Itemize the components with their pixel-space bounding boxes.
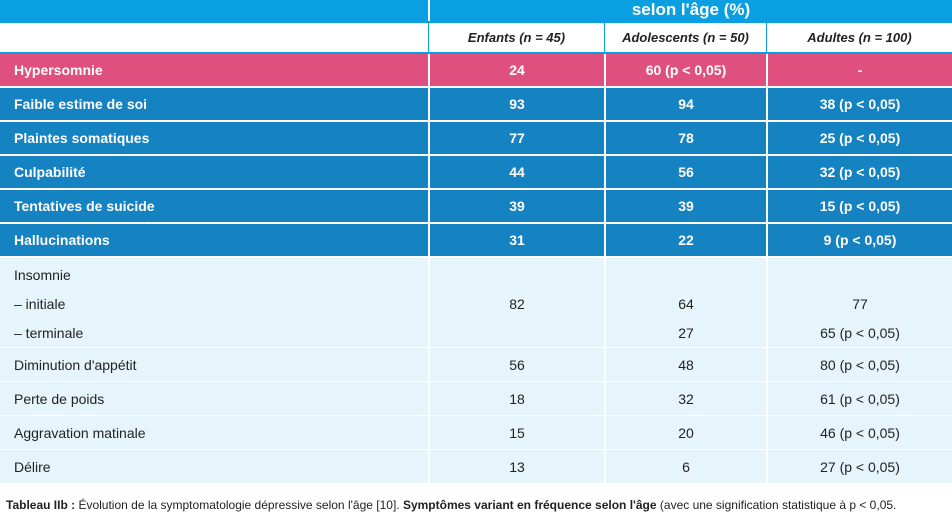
table-row-appetit: Diminution d'appétit 56 48 80 (p < 0,05) — [0, 348, 952, 382]
cell-adultes: 27 (p < 0,05) — [766, 450, 952, 483]
table-row-hallucinations: Hallucinations 31 22 9 (p < 0,05) — [0, 224, 952, 258]
group-header: selon l'âge (%) — [428, 0, 952, 21]
row-label: Délire — [14, 458, 51, 475]
cell-enfants-value: 82 — [509, 296, 525, 312]
cell-adultes: 80 (p < 0,05) — [766, 348, 952, 381]
cell-adolescents: 32 — [604, 382, 766, 415]
cell-adolescents: 22 — [604, 224, 766, 256]
row-label: Plaintes somatiques — [14, 130, 150, 146]
cell-adolescents: 6 — [604, 450, 766, 483]
cell-enfants: 31 — [428, 224, 604, 256]
cell-enfants: 44 — [428, 156, 604, 188]
table-row-delire: Délire 13 6 27 (p < 0,05) — [0, 450, 952, 484]
cell-adultes-terminal: 65 (p < 0,05) — [820, 325, 900, 341]
cell-adolescents: 39 — [604, 190, 766, 222]
row-label: Faible estime de soi — [14, 96, 148, 112]
cell-adultes: 32 (p < 0,05) — [766, 156, 952, 188]
cell-enfants: 82 — [428, 258, 604, 347]
row-label: Tentatives de suicide — [14, 198, 155, 214]
cell-adultes: 38 (p < 0,05) — [766, 88, 952, 120]
cell-enfants: 13 — [428, 450, 604, 483]
cell-adultes: 9 (p < 0,05) — [766, 224, 952, 256]
cell-adultes: 77 65 (p < 0,05) — [766, 258, 952, 347]
table-row-hypersomnie: Hypersomnie 24 60 (p < 0,05) - — [0, 54, 952, 88]
row-label: Insomnie — [14, 267, 71, 283]
cell-adultes: - — [766, 54, 952, 86]
caption-text: Évolution de la symptomatologie dépressi… — [75, 498, 403, 512]
cell-adolescents: 48 — [604, 348, 766, 381]
cell-adolescents: 94 — [604, 88, 766, 120]
row-label-group: Insomnie – initiale – terminale — [0, 258, 428, 347]
cell-enfants: 77 — [428, 122, 604, 154]
cell-enfants: 18 — [428, 382, 604, 415]
cell-adolescents: 60 (p < 0,05) — [604, 54, 766, 86]
cell-enfants: 39 — [428, 190, 604, 222]
cell-adolescents-terminal: 27 — [678, 325, 694, 341]
cell-adolescents-initial: 64 — [678, 296, 694, 312]
row-label: Culpabilité — [14, 164, 86, 180]
caption-bold: Symptômes variant en fréquence selon l'â… — [402, 498, 657, 512]
column-header-row: Enfants (n = 45) Adolescents (n = 50) Ad… — [0, 21, 952, 54]
column-header-empty — [0, 23, 428, 52]
row-label: Diminution d'appétit — [14, 356, 137, 373]
table-row-poids: Perte de poids 18 32 61 (p < 0,05) — [0, 382, 952, 416]
caption-text-end: (avec une signification statistique à p … — [656, 498, 897, 512]
row-label: Hallucinations — [14, 232, 110, 248]
table-caption: Tableau IIb : Évolution de la symptomato… — [6, 498, 896, 512]
cell-adolescents: 78 — [604, 122, 766, 154]
column-header-enfants: Enfants (n = 45) — [428, 23, 604, 52]
table-row-aggravation: Aggravation matinale 15 20 46 (p < 0,05) — [0, 416, 952, 450]
row-label: Perte de poids — [14, 390, 105, 407]
table-row-insomnie: Insomnie – initiale – terminale 82 64 27… — [0, 258, 952, 348]
column-header-adolescents: Adolescents (n = 50) — [604, 23, 766, 52]
table-row-plaintes: Plaintes somatiques 77 78 25 (p < 0,05) — [0, 122, 952, 156]
table-row-estime: Faible estime de soi 93 94 38 (p < 0,05) — [0, 88, 952, 122]
caption-label: Tableau IIb : — [6, 498, 76, 512]
cell-enfants: 15 — [428, 416, 604, 449]
symptom-table: selon l'âge (%) Enfants (n = 45) Adolesc… — [0, 0, 952, 484]
row-label: Hypersomnie — [14, 62, 103, 78]
table-row-culpabilite: Culpabilité 44 56 32 (p < 0,05) — [0, 156, 952, 190]
cell-enfants: 24 — [428, 54, 604, 86]
column-header-adultes: Adultes (n = 100) — [766, 23, 952, 52]
row-label: Aggravation matinale — [14, 424, 146, 441]
group-header-row: selon l'âge (%) — [0, 0, 952, 21]
cell-adolescents: 64 27 — [604, 258, 766, 347]
group-header-empty — [0, 0, 428, 21]
cell-adolescents: 56 — [604, 156, 766, 188]
cell-adultes: 25 (p < 0,05) — [766, 122, 952, 154]
row-sublabel-terminale: – terminale — [14, 325, 84, 341]
cell-adolescents: 20 — [604, 416, 766, 449]
cell-adultes-initial: 77 — [852, 296, 868, 312]
cell-adultes: 61 (p < 0,05) — [766, 382, 952, 415]
row-sublabel-initiale: – initiale — [14, 296, 66, 312]
cell-enfants: 56 — [428, 348, 604, 381]
table-row-suicide: Tentatives de suicide 39 39 15 (p < 0,05… — [0, 190, 952, 224]
cell-adultes: 46 (p < 0,05) — [766, 416, 952, 449]
cell-adultes: 15 (p < 0,05) — [766, 190, 952, 222]
cell-enfants: 93 — [428, 88, 604, 120]
